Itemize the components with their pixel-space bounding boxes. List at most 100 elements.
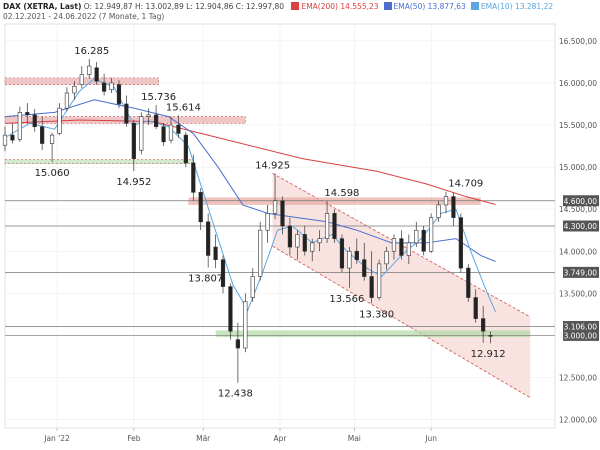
- candle-up: [17, 112, 22, 140]
- candle-down: [220, 259, 226, 287]
- candle-down: [154, 114, 159, 127]
- price-annotation: 13.566: [329, 294, 364, 305]
- price-tag-box: [563, 329, 599, 341]
- price-tag-box: [563, 195, 599, 207]
- candle-up: [87, 65, 92, 75]
- candle-down: [302, 234, 307, 252]
- price-annotation: 14.598: [324, 188, 359, 199]
- candle-down: [369, 276, 374, 298]
- x-tick-label: Apr: [274, 434, 288, 443]
- y-tick-label: 15.500,00: [559, 121, 597, 130]
- candle-down: [116, 84, 122, 105]
- candle-down: [399, 238, 404, 256]
- candle-up: [258, 229, 263, 277]
- price-annotation: 12.912: [471, 349, 506, 360]
- candle-down: [458, 217, 463, 269]
- candle-up: [64, 92, 70, 109]
- candle-up: [168, 124, 174, 141]
- candle-down: [473, 297, 478, 319]
- candle-up: [384, 250, 389, 265]
- x-tick-label: Mai: [348, 434, 361, 443]
- price-annotation: 14.709: [448, 179, 483, 190]
- ohlc-readout: O: 12.949,87 H: 13.002,89 L: 12.904,86 C…: [83, 2, 285, 11]
- candle-down: [332, 213, 337, 239]
- price-tag-label: 13.749,00: [559, 268, 597, 277]
- candle-up: [79, 74, 84, 85]
- candle-up: [443, 196, 449, 206]
- candle-down: [421, 229, 426, 252]
- candle-up: [57, 107, 62, 134]
- candle-up: [139, 116, 144, 151]
- date-range-label: 02.12.2021 - 24.06.2022 (7 Monate, 1 Tag…: [3, 12, 165, 21]
- candle-up: [72, 85, 77, 94]
- price-tag-box: [563, 220, 599, 232]
- candle-up: [109, 82, 114, 90]
- x-tick-label: Jan '22: [43, 434, 70, 443]
- candle-down: [40, 126, 45, 144]
- support-resistance-zone: [188, 197, 481, 205]
- candle-up: [391, 238, 397, 252]
- candle-down: [183, 134, 188, 164]
- y-tick-label: 13.500,00: [559, 289, 597, 298]
- candle-down: [280, 200, 285, 227]
- y-tick-label: 12.000,00: [559, 416, 597, 425]
- price-annotation: 13.380: [359, 309, 394, 320]
- support-resistance-zone: [215, 330, 531, 338]
- y-tick-label: 12.500,00: [559, 374, 597, 383]
- candle-down: [124, 103, 129, 124]
- price-annotation: 14.925: [255, 160, 290, 171]
- candle-down: [213, 246, 218, 260]
- ema-legend: EMA(200) 14.555,23 EMA(50) 13.877,63 EMA(1…: [286, 2, 553, 11]
- price-annotation: 15.736: [141, 92, 176, 103]
- candle-down: [228, 286, 233, 332]
- candle-up: [265, 213, 270, 231]
- price-annotation: 15.614: [166, 102, 201, 113]
- y-tick-label: 14.500,00: [559, 205, 597, 214]
- legend-entry: EMA(200) 14.555,23: [301, 2, 379, 11]
- legend-swatch: [470, 2, 479, 10]
- price-annotation: 14.952: [116, 177, 151, 188]
- candle-down: [339, 238, 345, 269]
- candle-up: [272, 200, 278, 214]
- candle-up: [406, 242, 411, 256]
- x-tick-label: Jun: [424, 434, 437, 443]
- candle-down: [10, 134, 15, 141]
- chart-header: DAX (XETRA, Last) O: 12.949,87 H: 13.002…: [3, 2, 553, 11]
- legend-entry: EMA(10) 13.281,22: [480, 2, 554, 11]
- candle-down: [451, 196, 456, 218]
- candle-up: [414, 229, 419, 244]
- candle-up: [317, 238, 322, 244]
- ema10-line: [4, 78, 496, 312]
- candle-down: [354, 250, 359, 260]
- legend-swatch: [291, 2, 300, 10]
- candle-up: [347, 250, 352, 269]
- symbol-label: DAX (XETRA, Last): [3, 2, 82, 11]
- candle-down: [287, 225, 293, 248]
- price-annotation: 12.438: [218, 389, 253, 400]
- candle-down: [32, 114, 37, 127]
- candle-up: [295, 234, 300, 248]
- price-tag-box: [563, 266, 599, 278]
- candle-up: [49, 134, 55, 144]
- candle-up: [250, 276, 255, 298]
- ema200-line: [4, 119, 496, 206]
- y-tick-label: 16.000,00: [559, 79, 597, 88]
- candle-up: [243, 301, 248, 349]
- y-tick-label: 15.000,00: [559, 163, 597, 172]
- candle-down: [206, 221, 211, 256]
- price-tag-box: [563, 320, 599, 332]
- candle-down: [94, 67, 99, 82]
- candle-down: [161, 126, 166, 143]
- candle-up: [324, 213, 330, 239]
- candle-down: [481, 318, 486, 332]
- candle-up: [310, 242, 315, 252]
- price-tag-label: 13.106,00: [559, 322, 597, 331]
- x-tick-label: Mär: [196, 434, 211, 443]
- price-tag-label: 13.000,00: [559, 331, 597, 340]
- legend-entry: EMA(50) 13.877,63: [393, 2, 466, 11]
- price-tag-label: 14.600,00: [559, 197, 597, 206]
- candle-down: [466, 267, 471, 298]
- candle-down: [198, 192, 203, 223]
- candle-down: [101, 82, 107, 92]
